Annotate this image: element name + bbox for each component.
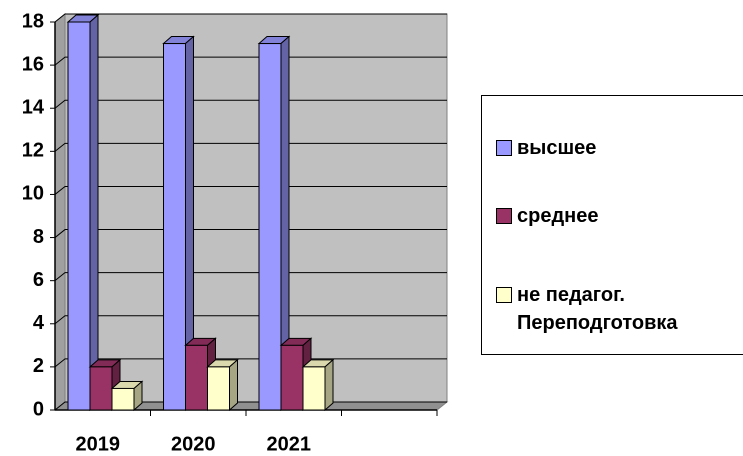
y-tick-label: 6: [33, 269, 44, 291]
legend-entry: высшее: [496, 134, 742, 162]
grid-line: [54, 142, 447, 152]
y-tick-label: 10: [22, 183, 44, 205]
bar-side: [324, 358, 334, 412]
bar: [207, 366, 230, 411]
bar: [163, 43, 186, 411]
grid-line: [54, 13, 447, 23]
y-tick-label: 14: [22, 97, 45, 119]
grid-line: [54, 185, 447, 195]
legend-swatch: [496, 208, 512, 224]
legend-label: высшее: [517, 137, 597, 159]
bar: [280, 344, 304, 411]
x-tick-label: 2020: [171, 433, 216, 455]
bar-side: [89, 13, 99, 412]
legend-swatch: [496, 140, 512, 156]
legend: высшее среднее не педагог. Переподготовка: [481, 95, 743, 355]
y-tick-label: 0: [33, 398, 44, 420]
legend-label: не педагог. Переподготовка: [517, 284, 678, 334]
bar: [258, 43, 282, 411]
bar: [67, 21, 91, 411]
y-tick-label: 18: [22, 10, 44, 32]
legend-label: среднее: [517, 205, 599, 227]
legend-entry: не педагог. Переподготовка: [496, 281, 742, 337]
grid-line: [54, 56, 447, 66]
back-wall: [64, 13, 448, 403]
bar: [302, 366, 326, 411]
y-tick-label: 12: [22, 140, 44, 162]
legend-swatch: [496, 287, 512, 303]
legend-entry: среднее: [496, 202, 742, 230]
grid-line: [54, 272, 447, 282]
side-wall: [54, 12, 66, 412]
x-tick-label: 2019: [76, 433, 121, 455]
bar: [89, 366, 113, 411]
bar: [111, 387, 135, 411]
grid-line: [54, 358, 447, 368]
y-tick-label: 2: [33, 355, 44, 377]
bar-side: [229, 358, 238, 412]
bar: [185, 344, 208, 411]
grid-line: [54, 99, 447, 109]
y-tick-label: 8: [33, 226, 44, 248]
y-tick-label: 16: [22, 53, 44, 75]
grid-line: [54, 229, 447, 238]
x-tick-label: 2021: [267, 433, 312, 455]
grid-line: [54, 315, 447, 325]
y-tick-label: 4: [33, 312, 45, 334]
